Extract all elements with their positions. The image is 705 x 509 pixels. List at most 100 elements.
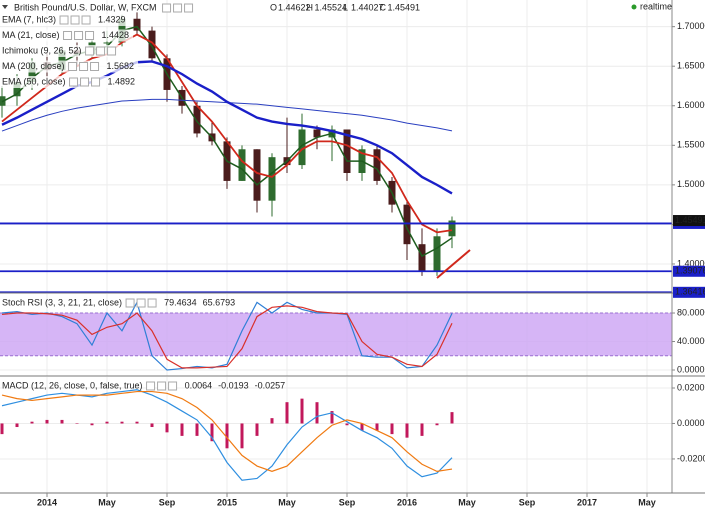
legend-name: EMA (7, hlc3) — [2, 14, 56, 24]
indicator-title: MACD (12, 26, close, 0, false, true) — [2, 380, 143, 390]
histogram-bar — [435, 423, 439, 426]
price-axis-area — [672, 0, 705, 509]
x-tick-label: May — [638, 497, 656, 507]
candle-body — [58, 50, 66, 71]
ohlc-label: H — [307, 2, 314, 12]
candle-body — [253, 149, 261, 201]
last-price-label: 1.45491 — [675, 215, 705, 225]
histogram-bar — [120, 421, 124, 424]
y-tick-label: 0.0000 — [677, 418, 705, 428]
candle-body — [403, 204, 411, 245]
histogram-bar — [135, 421, 139, 424]
histogram-bar — [450, 412, 454, 424]
ohlc-label: L — [343, 2, 348, 12]
legend-icon[interactable] — [80, 77, 90, 87]
ohlc-value: 1.45524 — [315, 2, 348, 12]
histogram-bar — [60, 419, 64, 424]
histogram-bar — [330, 411, 334, 424]
y-tick-label: 1.65000 — [677, 61, 705, 71]
legend-value: 1.5682 — [107, 61, 135, 71]
level-label-box — [673, 265, 705, 277]
level-label-box — [673, 286, 705, 298]
ohlc-value: 1.44622 — [278, 2, 311, 12]
legend-icon[interactable] — [69, 77, 79, 87]
y-tick-label: 40.0000 — [677, 336, 705, 346]
histogram-bar — [30, 421, 34, 424]
legend-icon[interactable] — [96, 46, 106, 56]
histogram-bar — [420, 423, 424, 436]
legend-icon[interactable] — [74, 31, 84, 40]
indicator-title: Stoch RSI (3, 3, 21, 21, close) — [2, 297, 122, 307]
candle-body — [193, 105, 201, 134]
x-tick-label: Sep — [339, 497, 356, 507]
candle-body — [448, 220, 456, 237]
legend-icon[interactable] — [79, 62, 89, 71]
legend-icon[interactable] — [157, 381, 167, 391]
y-tick-label: 1.55000 — [677, 140, 705, 150]
legend-icon[interactable] — [90, 62, 100, 71]
histogram-bar — [270, 418, 274, 424]
histogram-bar — [255, 423, 259, 436]
legend-value: 1.4892 — [108, 76, 136, 86]
histogram-bar — [210, 423, 214, 442]
y-tick-label: 1.60000 — [677, 100, 705, 110]
legend-icon[interactable] — [168, 381, 178, 391]
candle-body — [103, 42, 111, 44]
candle-body — [373, 149, 381, 181]
histogram-bar — [390, 423, 394, 435]
candle-body — [238, 149, 246, 181]
ohlc-value: 1.44027 — [351, 2, 384, 12]
legend-icon[interactable] — [63, 31, 73, 40]
y-tick-label: 1.70000 — [677, 21, 705, 31]
y-tick-label: 1.40000 — [677, 258, 705, 268]
histogram-bar — [105, 421, 109, 424]
chart-title: British Pound/U.S. Dollar, W, FXCM — [14, 2, 157, 12]
legend-icon[interactable] — [162, 3, 172, 13]
histogram-bar — [300, 398, 304, 424]
legend-icon[interactable] — [85, 46, 95, 56]
legend-icon[interactable] — [70, 15, 80, 25]
histogram-bar — [405, 423, 409, 438]
candle-body — [133, 18, 141, 31]
legend-icon[interactable] — [59, 15, 69, 25]
ohlc-label: C — [380, 2, 387, 12]
legend-icon[interactable] — [136, 298, 146, 308]
collapse-arrow[interactable] — [2, 5, 8, 9]
candle-body — [148, 30, 156, 59]
x-tick-label: 2017 — [577, 497, 597, 507]
histogram-bar — [75, 423, 79, 424]
legend-value: -0.0257 — [255, 380, 286, 390]
legend-icon[interactable] — [184, 3, 194, 13]
legend-icon[interactable] — [125, 298, 135, 308]
legend-icon[interactable] — [81, 15, 91, 25]
x-tick-label: Sep — [159, 497, 176, 507]
y-tick-label: 1.50000 — [677, 179, 705, 189]
legend-icon[interactable] — [68, 62, 78, 71]
legend-value: 79.4634 — [164, 297, 197, 307]
histogram-bar — [345, 423, 349, 426]
legend-icon[interactable] — [146, 381, 156, 391]
y-tick-label: 0.0200 — [677, 382, 705, 392]
legend-icon[interactable] — [147, 298, 157, 308]
x-tick-label: May — [458, 497, 476, 507]
indicator-line — [1, 390, 453, 472]
legend-icon[interactable] — [85, 31, 95, 40]
legend-value: 0.0064 — [185, 380, 213, 390]
legend-icon[interactable] — [91, 77, 101, 87]
candle-body — [268, 157, 276, 201]
histogram-bar — [150, 423, 154, 428]
legend-value: 65.6793 — [203, 297, 236, 307]
y-tick-label: -0.0200 — [677, 453, 705, 463]
trend-line — [436, 249, 471, 279]
histogram-bar — [285, 402, 289, 424]
legend-icon[interactable] — [173, 3, 183, 13]
legend-name: MA (200, close) — [2, 61, 65, 71]
histogram-bar — [0, 423, 4, 435]
candle-body — [343, 129, 351, 173]
candle-body — [313, 129, 321, 138]
band — [0, 313, 672, 356]
histogram-bar — [360, 423, 364, 431]
indicator-line — [1, 305, 453, 369]
legend-icon[interactable] — [107, 46, 117, 56]
histogram-bar — [240, 423, 244, 449]
